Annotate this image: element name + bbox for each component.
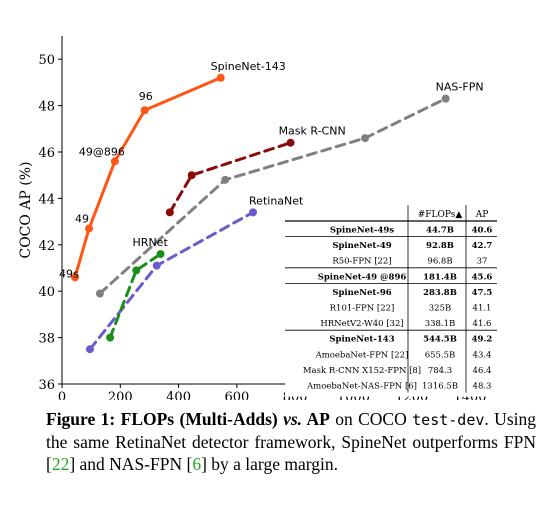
table-cell-flops: 655.5B	[425, 350, 456, 360]
table-cell-flops: 325B	[429, 304, 451, 314]
table-header-flops: #FLOPs▲	[418, 210, 463, 220]
table-cell-flops: 784.3	[428, 366, 452, 376]
y-tick-label: 46	[38, 146, 55, 161]
caption-title-1: FLOPs (Multi-Adds)	[120, 409, 284, 429]
point-label: 49s	[59, 267, 79, 280]
y-tick-label: 40	[38, 285, 55, 300]
x-tick-label: 200	[108, 390, 133, 400]
flops-vs-ap-chart: 0200400600800100012001400363840424446485…	[18, 36, 497, 400]
point-label: 49	[75, 213, 89, 226]
table-cell-ap: 41.1	[473, 304, 492, 314]
y-axis-label: COCO AP (%)	[18, 161, 34, 258]
table-cell-method: HRNetV2-W40 [32]	[320, 319, 403, 329]
table-cell-ap: 41.6	[473, 319, 492, 329]
caption-text-2: . Using the same RetinaNet detector fram…	[46, 409, 536, 474]
table-cell-method: AmoebaNet-FPN [22]	[315, 350, 409, 360]
table-cell-method: AmoebaNet-NAS-FPN [6]	[306, 382, 417, 392]
x-tick-label: 400	[166, 390, 191, 400]
table-cell-flops: 1316.5B	[422, 382, 458, 392]
table-cell-ap: 49.2	[472, 335, 493, 345]
table-cell-ap: 43.4	[473, 350, 492, 360]
data-point	[106, 333, 115, 342]
table-cell-flops: 44.7B	[426, 226, 454, 236]
data-point	[85, 224, 94, 233]
data-point	[95, 289, 104, 298]
y-tick-label: 38	[38, 332, 55, 347]
caption-text-1: on COCO	[329, 409, 413, 429]
y-tick-label: 42	[38, 239, 55, 254]
table-cell-method: SpineNet-96	[332, 288, 391, 298]
table-cell-method: R101-FPN [22]	[330, 304, 395, 314]
data-point	[140, 106, 149, 115]
results-table: #FLOPs▲ AP SpineNet-49s 44.7B 40.6 SpineNet-4…	[285, 205, 497, 397]
table-cell-method: Mask R-CNN X152-FPN [8]	[303, 366, 421, 376]
table-cell-method: SpineNet-49s	[330, 226, 394, 236]
data-point	[216, 73, 225, 82]
caption-ref-fpn[interactable]: 22	[51, 454, 70, 474]
data-point	[361, 134, 370, 143]
table-cell-flops: 181.4B	[423, 272, 457, 282]
table-cell-ap: 48.3	[473, 382, 492, 392]
table-cell-flops: 283.8B	[423, 288, 457, 298]
caption-text-4: ] by a large margin.	[201, 454, 338, 474]
data-point	[71, 273, 80, 282]
series-line	[168, 141, 293, 214]
data-point	[249, 208, 258, 217]
table-cell-ap: 45.6	[472, 272, 493, 282]
table-cell-flops: 544.5B	[423, 335, 457, 345]
table-cell-method: SpineNet-143	[329, 335, 394, 345]
series-name-label: Mask R-CNN	[279, 125, 346, 138]
y-tick-label: 48	[38, 100, 55, 115]
table-cell-ap: 42.7	[472, 241, 493, 251]
table-cell-flops: 96.8B	[427, 257, 452, 267]
data-point	[110, 157, 119, 166]
caption-fig-label: Figure 1:	[46, 409, 121, 429]
caption-title-2: AP	[302, 409, 330, 429]
data-point	[152, 261, 161, 270]
x-tick-label: 0	[58, 390, 66, 400]
x-tick-label: 600	[224, 390, 249, 400]
y-tick-label: 44	[38, 192, 55, 207]
series-name-label: RetinaNet	[249, 194, 304, 207]
table-cell-flops: 338.1B	[425, 319, 456, 329]
table-header-ap: AP	[475, 210, 489, 220]
table-cell-ap: 47.5	[472, 288, 493, 298]
table-cell-method: SpineNet-49 @896	[318, 272, 407, 282]
caption-ref-nasfpn[interactable]: 6	[192, 454, 202, 474]
data-point	[286, 138, 295, 147]
data-point	[187, 171, 196, 180]
data-point	[165, 208, 174, 217]
data-point	[221, 175, 230, 184]
table-cell-method: R50-FPN [22]	[332, 257, 391, 267]
series-layer	[71, 73, 450, 354]
series-labels: 49s 49 49@896 96 SpineNet-143 NAS-FPN Mask R-C…	[59, 60, 484, 281]
data-point	[156, 250, 165, 259]
point-label: 96	[139, 90, 153, 103]
y-tick-label: 50	[38, 53, 55, 68]
table-cell-ap: 46.4	[473, 366, 492, 376]
data-point	[441, 94, 450, 103]
table-cell-flops: 92.8B	[426, 241, 454, 251]
table-cell-method: SpineNet-49	[332, 241, 391, 251]
series-name-label: HRNet	[133, 236, 169, 249]
series-name-label: SpineNet-143	[211, 60, 286, 73]
y-tick-label: 36	[38, 378, 55, 393]
series-line	[108, 252, 163, 340]
data-point	[85, 345, 94, 354]
caption-test-dev: test-dev	[412, 411, 485, 429]
series-line	[98, 97, 448, 296]
figure-caption: Figure 1: FLOPs (Multi-Adds) vs. AP on C…	[46, 408, 536, 475]
data-point	[132, 266, 141, 275]
caption-title-vs: vs.	[283, 409, 303, 429]
point-label: 49@896	[79, 145, 125, 158]
caption-text-3: ] and NAS-FPN [	[69, 454, 193, 474]
table-cell-ap: 40.6	[472, 226, 493, 236]
table-cell-ap: 37	[477, 257, 488, 267]
series-name-label: NAS-FPN	[436, 81, 484, 94]
